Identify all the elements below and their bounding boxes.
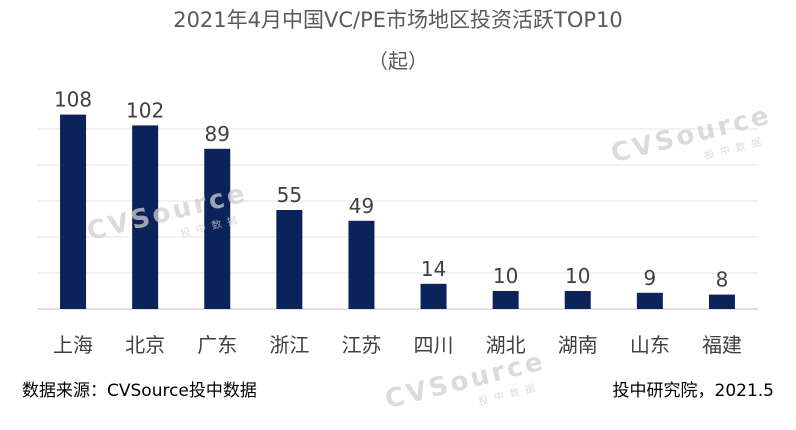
bar — [60, 114, 87, 309]
category-labels: 上海 北京 广东 浙江 江苏 四川 湖北 湖南 山东 福建 — [53, 333, 742, 357]
data-label: 8 — [716, 268, 729, 292]
watermark-subtext: 投中数据 — [477, 381, 543, 408]
data-label: 14 — [421, 257, 446, 281]
data-label: 49 — [349, 194, 374, 218]
chart-title: 2021年4月中国VC/PE市场地区投资活跃TOP10 — [173, 8, 623, 32]
bars — [60, 114, 735, 310]
bar — [204, 148, 231, 309]
category-label: 江苏 — [341, 333, 381, 357]
bar — [636, 292, 663, 309]
bar — [492, 291, 519, 309]
credit-note: 投中研究院，2021.5 — [612, 381, 774, 401]
category-label: 浙江 — [269, 333, 309, 357]
category-label: 上海 — [53, 333, 93, 357]
bar — [276, 210, 303, 309]
category-label: 四川 — [414, 333, 454, 357]
data-label: 102 — [126, 98, 164, 122]
bar-chart: 108 102 89 55 49 14 10 10 9 8 上海 北京 广东 浙江 江苏 四川 湖北 湖南 山东 福… — [37, 88, 758, 357]
category-label: 山东 — [630, 333, 670, 357]
data-label: 10 — [565, 264, 590, 288]
category-label: 北京 — [125, 333, 165, 357]
bar — [348, 220, 375, 309]
data-label: 108 — [54, 88, 92, 112]
data-label: 89 — [205, 122, 230, 146]
data-label: 9 — [643, 266, 656, 290]
data-label: 55 — [277, 183, 302, 207]
category-label: 湖南 — [558, 333, 598, 357]
data-label: 10 — [493, 264, 518, 288]
category-label: 福建 — [702, 333, 742, 357]
data-labels: 108 102 89 55 49 14 10 10 9 8 — [54, 88, 728, 292]
bar — [132, 125, 159, 310]
category-label: 湖北 — [486, 333, 526, 357]
bar — [420, 283, 447, 309]
source-note: 数据来源：CVSource投中数据 — [22, 381, 257, 401]
bar — [564, 291, 591, 309]
chart-subtitle: （起） — [368, 49, 428, 73]
category-label: 广东 — [197, 333, 237, 357]
bar — [708, 294, 735, 309]
